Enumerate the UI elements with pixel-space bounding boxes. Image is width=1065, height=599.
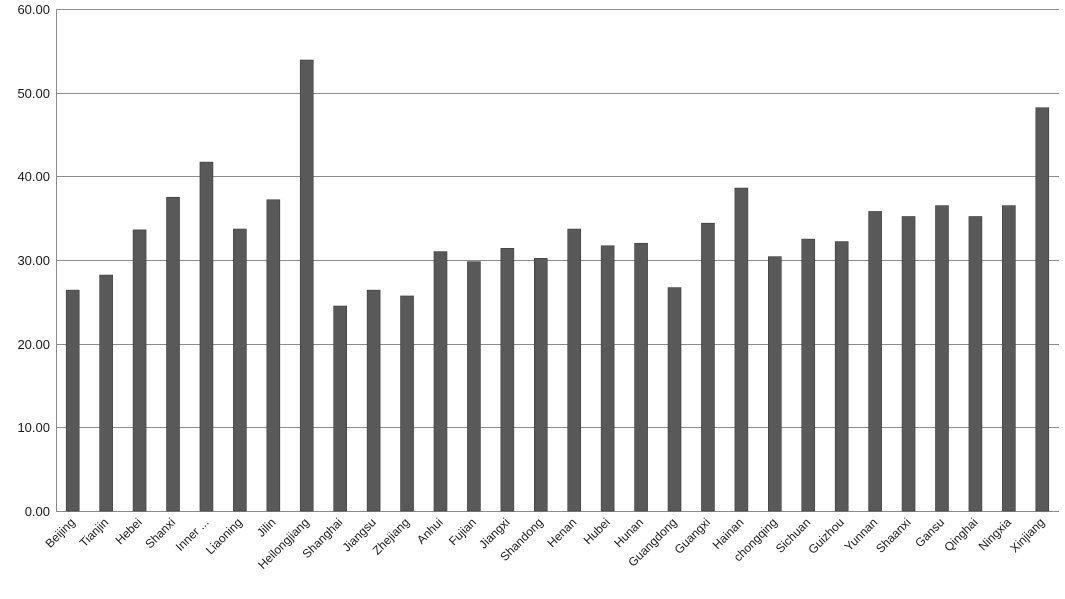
y-axis-tick-labels: 0.00 10.00 20.00 30.00 40.00 50.00 60.00 xyxy=(17,2,50,519)
bar-shanxi xyxy=(166,196,180,512)
bar-hubei xyxy=(600,245,615,512)
x-category-label: Guangxi xyxy=(672,515,714,557)
bar-ningxia xyxy=(1002,205,1016,512)
x-category-label: Zhejiang xyxy=(370,515,412,557)
bar-hebei xyxy=(132,229,147,512)
bar-inner xyxy=(199,161,214,512)
bar-xinjiang xyxy=(1035,107,1050,512)
bar-shaanxi xyxy=(901,216,916,512)
x-category-label: Guizhou xyxy=(805,515,847,557)
x-category-label: Shanxi xyxy=(142,515,178,551)
bar-gansu xyxy=(935,205,949,512)
bar-tianjin xyxy=(99,274,113,512)
bar-beijing xyxy=(65,289,80,512)
bar-anhui xyxy=(433,251,448,512)
gridlines xyxy=(56,9,1059,512)
bar-shandong xyxy=(533,258,548,512)
y-tick-label: 60.00 xyxy=(17,2,50,17)
y-tick-label: 40.00 xyxy=(17,169,50,184)
bar-shanghai xyxy=(333,305,347,512)
x-category-label: Xinjiang xyxy=(1007,515,1047,555)
bar-zhejiang xyxy=(400,295,414,512)
bar-guangdong xyxy=(667,287,682,512)
bar-sichuan xyxy=(801,238,816,512)
bar-heilongjiang xyxy=(299,59,314,512)
x-category-label: Henan xyxy=(544,515,579,550)
y-tick-label: 30.00 xyxy=(17,253,50,268)
y-tick-label: 10.00 xyxy=(17,420,50,435)
bar-yunnan xyxy=(868,211,882,512)
bar-jiangsu xyxy=(366,289,381,512)
x-category-label: Anhui xyxy=(414,515,446,547)
x-category-label: Hebei xyxy=(113,515,145,547)
x-category-label: Beijing xyxy=(42,515,77,550)
x-category-label: Hubei xyxy=(581,515,613,547)
x-category-label: Shaanxi xyxy=(873,515,914,556)
bar-fujian xyxy=(467,261,481,512)
bar-hunan xyxy=(634,242,648,512)
x-category-label: Liaoning xyxy=(203,515,245,557)
y-tick-label: 50.00 xyxy=(17,86,50,101)
x-category-label: Fujian xyxy=(446,515,479,548)
bar-guangxi xyxy=(701,222,715,512)
bar-henan xyxy=(567,228,582,512)
x-category-label: Tianjin xyxy=(77,515,112,550)
x-category-label: Jilin xyxy=(254,515,279,540)
bar-guizhou xyxy=(834,241,849,512)
bar-qinghai xyxy=(968,216,983,512)
x-category-label: Qinghai xyxy=(941,515,980,554)
y-tick-label: 20.00 xyxy=(17,337,50,352)
bar-hainan xyxy=(734,187,749,512)
y-tick-label: 0.00 xyxy=(25,504,50,519)
bar-jilin xyxy=(266,199,281,512)
bar-jiangxi xyxy=(500,247,515,512)
bar-liaoning xyxy=(233,228,247,512)
bar-chongqing xyxy=(768,256,782,512)
bars xyxy=(65,59,1050,512)
